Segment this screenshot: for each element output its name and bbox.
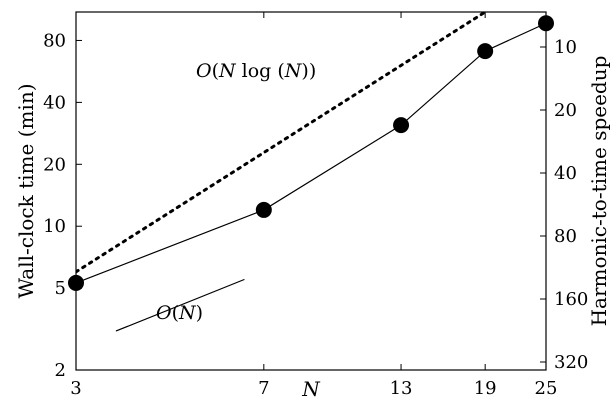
data-point	[68, 274, 84, 291]
series-layer	[68, 15, 554, 291]
y2-tick-label: 20	[554, 100, 577, 121]
data-point	[393, 117, 410, 134]
x-tick-label: 7	[258, 378, 269, 399]
x-tick-label: 25	[535, 378, 558, 399]
y-axis-title: Wall-clock time (min)	[14, 83, 38, 298]
y2-axis-title: Harmonic-to-time speedup	[587, 56, 611, 327]
labels: N Wall-clock time (min) Harmonic-to-time s…	[14, 56, 611, 401]
data-point	[538, 15, 554, 32]
y-tick-label: 20	[43, 154, 66, 175]
annotation-n: O(N)	[156, 302, 203, 324]
y-tick-label: 5	[55, 278, 66, 299]
annotation-n-log-n: O(N log (N))	[196, 60, 316, 82]
x-tick-label: 3	[70, 378, 81, 399]
y2-tick-label: 320	[554, 352, 588, 373]
y2-tick-label: 10	[554, 37, 577, 58]
y-tick-label: 40	[43, 92, 66, 113]
y2-tick-label: 40	[554, 163, 577, 184]
x-tick-label: 13	[390, 378, 413, 399]
y2-tick-label: 160	[554, 289, 588, 310]
y-tick-label: 2	[55, 360, 66, 381]
x-tick-label: 19	[474, 378, 497, 399]
plot-frame	[75, 11, 547, 371]
y-tick-label: 80	[43, 30, 66, 51]
data-point	[255, 201, 272, 218]
reference-line	[115, 279, 245, 332]
y2-tick-label: 80	[554, 226, 577, 247]
reference-line	[76, 12, 487, 274]
x-axis-title: N	[301, 377, 321, 401]
y-tick-label: 10	[43, 216, 66, 237]
reference-lines	[76, 12, 487, 332]
data-point	[477, 43, 494, 60]
